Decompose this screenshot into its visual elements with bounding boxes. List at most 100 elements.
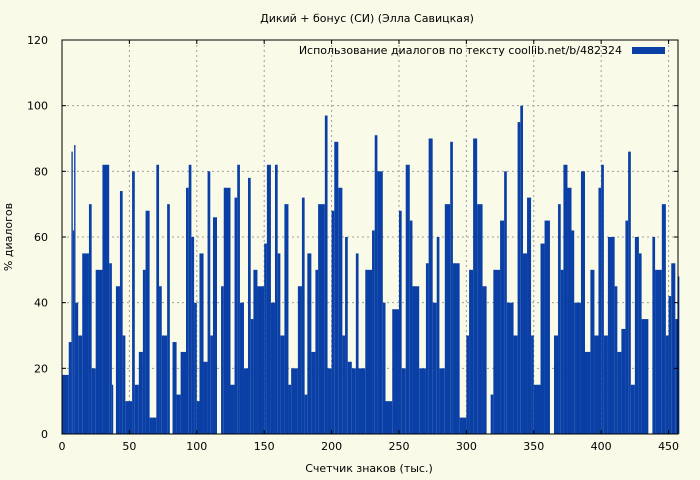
data-bar: [342, 336, 345, 435]
data-bar: [527, 198, 531, 434]
data-bar: [558, 204, 561, 434]
data-bar: [73, 230, 74, 434]
data-bar: [460, 418, 467, 434]
data-bar: [356, 253, 359, 434]
data-bar: [359, 368, 366, 434]
legend-swatch: [632, 47, 665, 54]
data-bar: [334, 142, 338, 434]
data-bar: [518, 122, 521, 434]
data-bar: [652, 237, 655, 434]
data-bar: [669, 296, 672, 434]
data-bar: [291, 368, 298, 434]
x-tick-label: 450: [658, 440, 679, 453]
data-bar: [345, 237, 348, 434]
x-tick-label: 250: [388, 440, 409, 453]
data-bar: [213, 217, 217, 434]
x-tick-label: 200: [321, 440, 342, 453]
data-bar: [92, 368, 96, 434]
data-bar: [248, 178, 251, 434]
data-bar: [617, 352, 621, 434]
data-bar: [635, 237, 639, 434]
data-bar: [181, 352, 186, 434]
data-bar: [585, 352, 590, 434]
legend: Использование диалогов по тексту coollib…: [299, 44, 665, 57]
data-bar: [199, 253, 203, 434]
data-bar: [377, 171, 382, 434]
data-bar: [572, 230, 575, 434]
data-bar: [514, 336, 518, 435]
data-bar: [315, 270, 318, 434]
data-bar: [466, 336, 469, 435]
data-bar: [251, 319, 254, 434]
data-bar: [383, 303, 386, 434]
data-bar: [671, 263, 675, 434]
chart-title: Дикий + бонус (СИ) (Элла Савицкая): [260, 12, 474, 25]
data-bar: [305, 395, 308, 434]
data-bar: [662, 204, 666, 434]
data-bar: [453, 263, 460, 434]
data-bar: [230, 385, 234, 434]
data-bar: [116, 286, 120, 434]
data-bar: [406, 165, 410, 434]
data-bar: [75, 303, 78, 434]
data-bar: [244, 368, 248, 434]
legend-label: Использование диалогов по тексту coollib…: [299, 44, 622, 57]
data-bar: [271, 303, 275, 434]
data-bar: [621, 329, 625, 434]
x-tick-label: 150: [254, 440, 275, 453]
data-bar: [102, 165, 109, 434]
data-bar: [194, 303, 197, 434]
data-bar: [120, 191, 123, 434]
data-bar: [71, 152, 72, 434]
data-bar: [338, 188, 342, 434]
data-bar: [534, 385, 541, 434]
data-bar: [531, 336, 534, 435]
data-bar: [302, 198, 305, 434]
data-bar: [139, 352, 143, 434]
data-bar: [167, 204, 170, 434]
data-bar: [628, 152, 631, 434]
data-bar: [450, 142, 453, 434]
data-bar: [666, 336, 669, 435]
data-bar: [507, 303, 514, 434]
data-bar: [445, 204, 450, 434]
data-bar: [491, 395, 494, 434]
data-bar: [419, 368, 426, 434]
y-tick-label: 60: [34, 231, 48, 244]
series-bars: [62, 106, 679, 434]
data-bar: [500, 221, 504, 434]
data-bar: [392, 309, 399, 434]
data-bar: [545, 221, 550, 434]
x-tick-label: 300: [456, 440, 477, 453]
data-bar: [402, 368, 406, 434]
data-bar: [615, 286, 618, 434]
data-bar: [426, 263, 429, 434]
data-bar: [561, 270, 564, 434]
x-tick-label: 0: [59, 440, 66, 453]
data-bar: [437, 237, 440, 434]
y-tick-label: 20: [34, 362, 48, 375]
data-bar: [439, 368, 444, 434]
data-bar: [608, 237, 615, 434]
data-bar: [235, 198, 238, 434]
data-bar: [257, 286, 264, 434]
data-bar: [604, 336, 608, 435]
data-bar: [69, 342, 72, 434]
x-tick-label: 50: [122, 440, 136, 453]
data-bar: [642, 319, 649, 434]
y-tick-label: 120: [27, 34, 48, 47]
data-bar: [429, 139, 433, 435]
data-bar: [554, 336, 558, 435]
data-bar: [125, 401, 132, 434]
data-bar: [639, 253, 642, 434]
data-bar: [372, 230, 375, 434]
data-bar: [375, 135, 378, 434]
data-bar: [89, 204, 92, 434]
data-bar: [146, 211, 150, 434]
data-bar: [477, 204, 482, 434]
data-bar: [156, 165, 159, 434]
data-bar: [433, 303, 437, 434]
data-bar: [143, 270, 146, 434]
data-bar: [332, 211, 335, 434]
